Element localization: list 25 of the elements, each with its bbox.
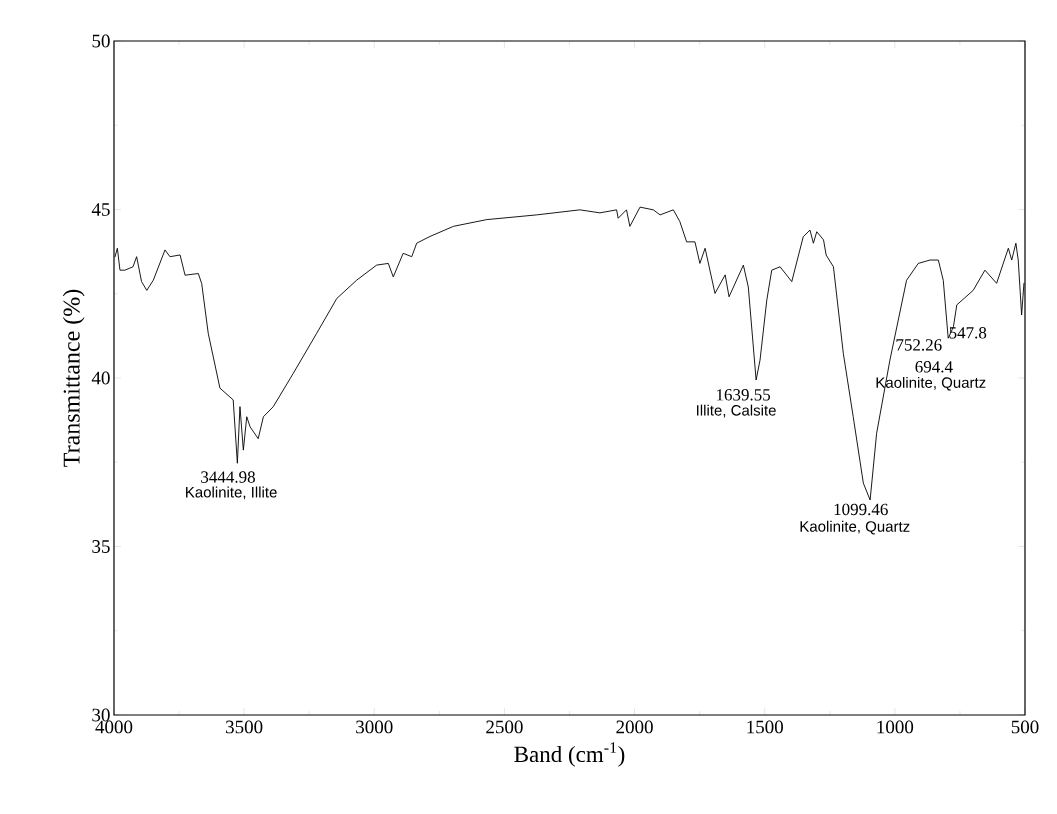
x-tick-label: 2000 [616,720,653,734]
annotation: Kaolinite, Quartz [800,520,910,535]
annotation: 694.4 [915,361,953,373]
y-tick-label: 45 [91,203,110,216]
y-tick-label: 30 [92,708,110,722]
y-tick-label: 50 [92,34,110,48]
x-tick-label: 500 [1011,720,1039,734]
y-axis-title: Transmittance (%) [62,289,85,467]
annotation: 547.8 [949,327,987,339]
x-tick-label: 1000 [877,720,914,734]
annotation: 1639.55 [716,389,771,401]
x-axis-title: Band (cm$^{-1}$) [514,742,625,767]
annotation: 752.26 [896,339,942,351]
annotation: Illite, Calsite [697,404,776,418]
annotation: Kaolinite, Quartz [876,376,986,391]
x-tick-label: 1500 [747,720,783,734]
annotation: 3444.98 [201,471,255,483]
x-tick-label: 3000 [356,720,393,734]
annotation: 1099.46 [834,503,888,516]
annotation: Kaolinite, Illite [186,486,277,500]
x-tick-label: 3500 [226,720,263,734]
y-tick-label: 40 [91,371,110,385]
y-tick-label: 35 [92,540,110,553]
x-tick-label: 4000 [95,720,133,734]
x-tick-label: 2500 [486,720,523,734]
